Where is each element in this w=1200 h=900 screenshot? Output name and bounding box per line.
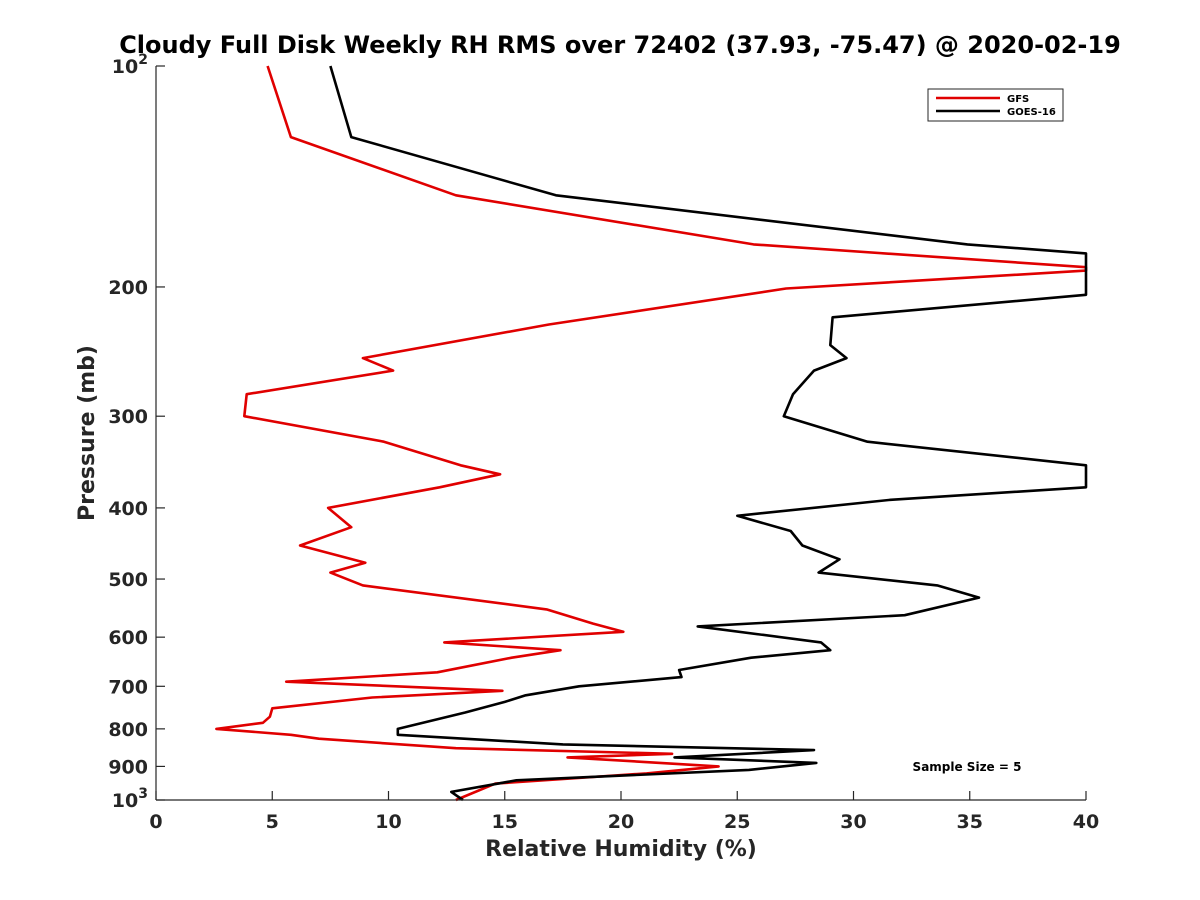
x-tick-label: 35 bbox=[957, 811, 983, 833]
y-axis-label: Pressure (mb) bbox=[75, 345, 100, 521]
plot-area bbox=[156, 66, 1086, 800]
x-tick-label: 25 bbox=[724, 811, 750, 833]
x-tick-label: 30 bbox=[840, 811, 866, 833]
legend-label-goes-16: GOES-16 bbox=[1007, 107, 1056, 118]
series-line-gfs bbox=[215, 65, 1088, 802]
y-tick-label: 900 bbox=[108, 756, 148, 778]
x-axis-label: Relative Humidity (%) bbox=[485, 837, 757, 862]
legend-label-gfs: GFS bbox=[1007, 94, 1029, 105]
series-layer bbox=[215, 65, 1088, 802]
x-tick-label: 15 bbox=[492, 811, 518, 833]
y-tick-label: 700 bbox=[108, 676, 148, 698]
sample-size-annotation: Sample Size = 5 bbox=[913, 760, 1022, 774]
y-tick-label: 300 bbox=[108, 406, 148, 428]
x-tick-label: 10 bbox=[375, 811, 401, 833]
y-tick-label: 500 bbox=[108, 569, 148, 591]
x-tick-label: 20 bbox=[608, 811, 634, 833]
chart-title: Cloudy Full Disk Weekly RH RMS over 7240… bbox=[119, 31, 1121, 59]
y-tick-label: 800 bbox=[108, 719, 148, 741]
y-tick-label: 200 bbox=[108, 277, 148, 299]
y-tick-label: 600 bbox=[108, 627, 148, 649]
x-tick-label: 40 bbox=[1073, 811, 1099, 833]
x-tick-label: 0 bbox=[149, 811, 162, 833]
legend-box bbox=[927, 88, 1064, 122]
series-line-goes-16 bbox=[329, 65, 1088, 802]
legend: GFS GOES-16 bbox=[927, 88, 1064, 122]
x-ticks: 0 5 10 15 20 25 30 35 40 bbox=[149, 791, 1099, 833]
x-tick-label: 5 bbox=[266, 811, 279, 833]
y-tick-label: 400 bbox=[108, 498, 148, 520]
